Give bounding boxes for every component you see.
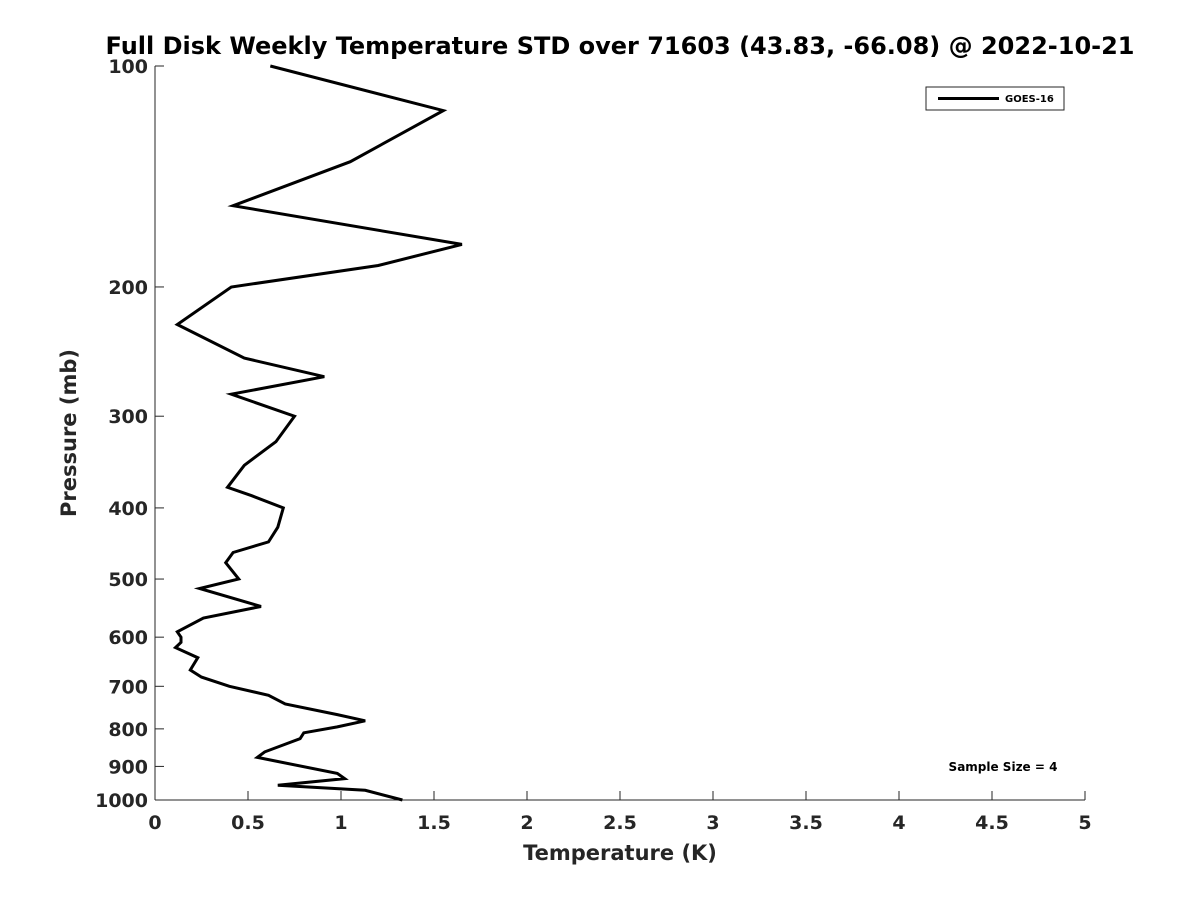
x-tick-label: 1 bbox=[334, 812, 347, 834]
y-tick-label: 600 bbox=[108, 627, 148, 649]
x-tick-label: 1.5 bbox=[417, 812, 451, 834]
x-tick-label: 3.5 bbox=[789, 812, 823, 834]
x-tick-label: 0 bbox=[148, 812, 161, 834]
legend: GOES-16 bbox=[925, 86, 1065, 111]
y-tick-label: 300 bbox=[108, 406, 148, 428]
y-tick-label: 500 bbox=[108, 569, 148, 591]
y-tick-label: 900 bbox=[108, 756, 148, 778]
y-tick-label: 700 bbox=[108, 676, 148, 698]
x-axis-ticks: 0 0.5 1 1.5 2 2.5 3 3.5 4 4.5 5 bbox=[148, 791, 1092, 834]
series-group bbox=[172, 64, 463, 802]
x-tick-label: 4.5 bbox=[975, 812, 1009, 834]
y-axis-ticks: 100 200 300 400 500 600 700 800 900 1000 bbox=[95, 56, 164, 812]
y-tick-label: 200 bbox=[108, 277, 148, 299]
sample-size-annotation: Sample Size = 4 bbox=[949, 760, 1058, 774]
legend-label: GOES-16 bbox=[1005, 94, 1054, 105]
chart-title: Full Disk Weekly Temperature STD over 71… bbox=[106, 32, 1135, 60]
x-tick-label: 3 bbox=[706, 812, 719, 834]
x-axis-label: Temperature (K) bbox=[523, 841, 717, 865]
x-tick-label: 4 bbox=[892, 812, 905, 834]
x-tick-label: 2 bbox=[520, 812, 533, 834]
y-axis-label: Pressure (mb) bbox=[57, 349, 81, 517]
y-tick-label: 400 bbox=[108, 498, 148, 520]
y-tick-label: 800 bbox=[108, 719, 148, 741]
x-tick-label: 2.5 bbox=[603, 812, 637, 834]
series-line-goes-16 bbox=[172, 64, 463, 802]
y-tick-label: 100 bbox=[108, 56, 148, 78]
y-tick-label: 1000 bbox=[95, 790, 148, 812]
x-tick-label: 0.5 bbox=[231, 812, 265, 834]
x-tick-label: 5 bbox=[1078, 812, 1091, 834]
